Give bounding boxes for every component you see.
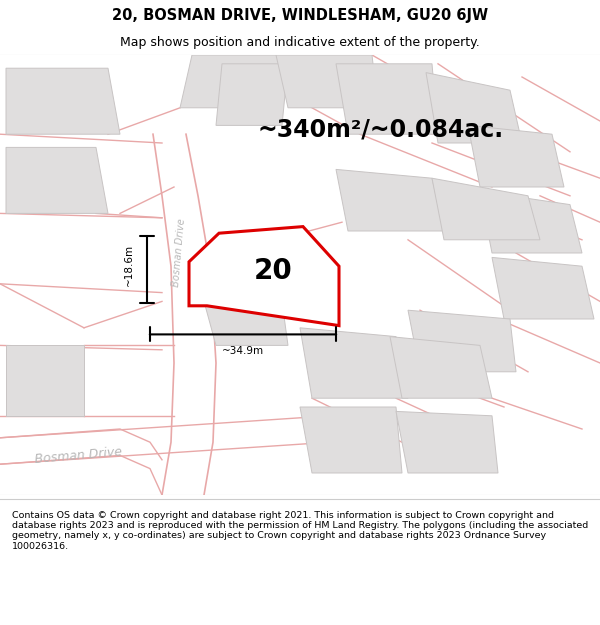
Polygon shape [216, 64, 288, 126]
Polygon shape [492, 258, 594, 319]
Polygon shape [276, 55, 378, 108]
Polygon shape [390, 337, 492, 398]
Text: Bosman Drive: Bosman Drive [34, 445, 122, 466]
Polygon shape [204, 301, 288, 346]
Polygon shape [426, 72, 522, 143]
Polygon shape [468, 126, 564, 187]
Polygon shape [6, 68, 120, 134]
Text: 20, BOSMAN DRIVE, WINDLESHAM, GU20 6JW: 20, BOSMAN DRIVE, WINDLESHAM, GU20 6JW [112, 8, 488, 23]
Text: ~340m²/~0.084ac.: ~340m²/~0.084ac. [258, 118, 504, 142]
Polygon shape [153, 134, 216, 495]
Polygon shape [180, 55, 288, 108]
Polygon shape [300, 407, 402, 473]
Text: ~34.9m: ~34.9m [222, 346, 264, 356]
Polygon shape [189, 227, 339, 326]
Polygon shape [432, 178, 540, 240]
Text: 20: 20 [254, 257, 292, 284]
Polygon shape [300, 328, 408, 398]
Polygon shape [336, 169, 444, 231]
Polygon shape [0, 416, 330, 464]
Text: Contains OS data © Crown copyright and database right 2021. This information is : Contains OS data © Crown copyright and d… [12, 511, 588, 551]
Polygon shape [6, 346, 84, 416]
Text: Bosman Drive: Bosman Drive [171, 218, 187, 288]
Polygon shape [0, 429, 162, 495]
Polygon shape [480, 191, 582, 253]
Polygon shape [408, 310, 516, 372]
Polygon shape [396, 411, 498, 473]
Polygon shape [6, 148, 108, 213]
Text: Map shows position and indicative extent of the property.: Map shows position and indicative extent… [120, 36, 480, 49]
Polygon shape [336, 64, 438, 134]
Text: ~18.6m: ~18.6m [124, 244, 134, 286]
